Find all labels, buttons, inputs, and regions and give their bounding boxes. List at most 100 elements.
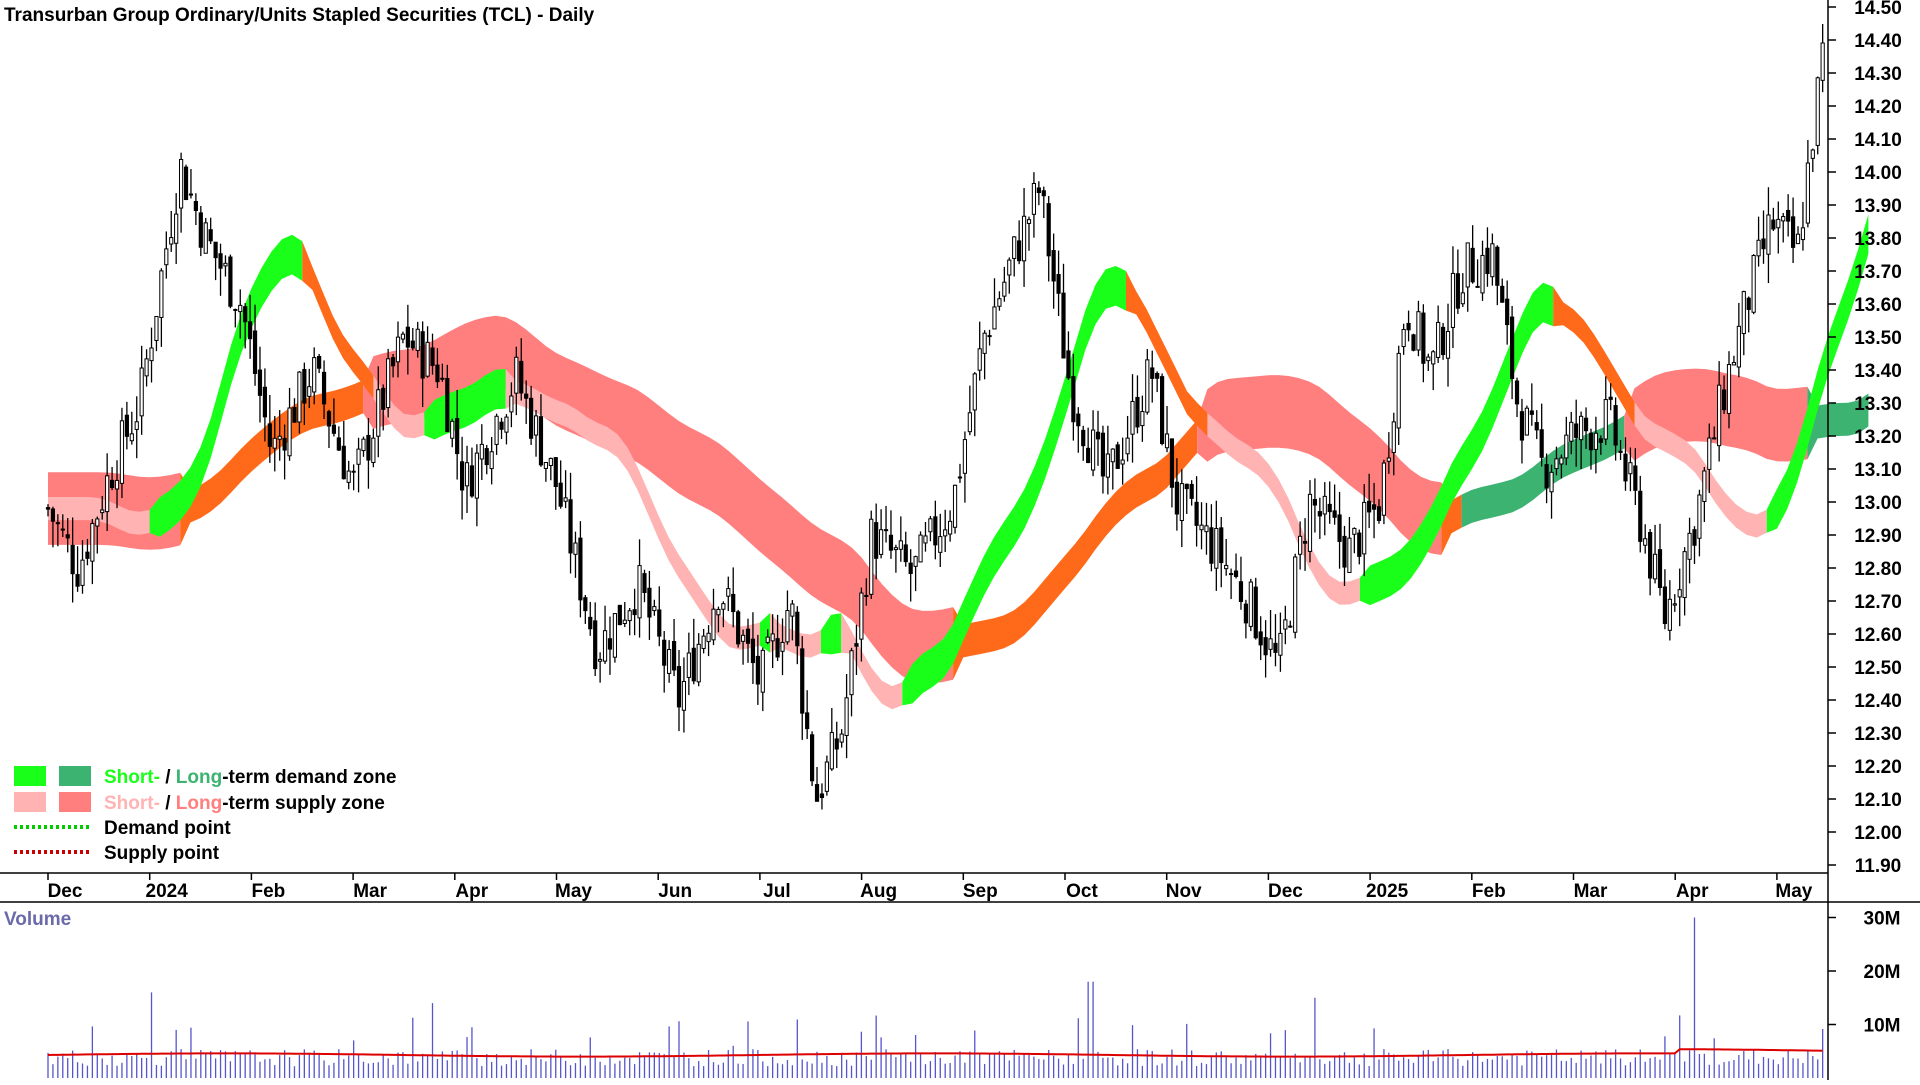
candle: [558, 460, 563, 509]
candle: [1204, 502, 1209, 555]
price-tick-label: 13.30: [1854, 394, 1902, 415]
candle: [386, 348, 391, 418]
candle: [164, 231, 169, 279]
price-tick-label: 13.70: [1854, 262, 1902, 283]
candle: [578, 521, 583, 618]
time-tick-label: Apr: [455, 881, 488, 902]
candle: [1283, 605, 1288, 645]
candle: [1184, 483, 1189, 515]
candle: [1376, 499, 1382, 524]
candle: [178, 152, 184, 233]
candle: [573, 531, 578, 578]
candle: [1426, 353, 1431, 371]
candle: [1544, 453, 1549, 504]
candle: [70, 517, 75, 603]
candle: [1608, 383, 1613, 411]
candle: [1268, 610, 1273, 657]
candle: [967, 385, 972, 436]
candle: [321, 360, 327, 419]
time-tick-label: Feb: [252, 881, 286, 902]
candle: [879, 509, 884, 559]
candle: [1470, 225, 1475, 284]
candle: [1056, 250, 1061, 317]
legend-supply-zone: Short- / Long-term supply zone: [104, 793, 385, 814]
candle: [1263, 620, 1268, 678]
short-term-supply-zone: [1553, 286, 1635, 426]
candle: [736, 609, 741, 648]
candle: [1253, 577, 1258, 640]
candle: [1110, 448, 1115, 490]
time-tick-label: May: [555, 881, 592, 902]
candle: [1194, 476, 1199, 547]
candle: [445, 364, 450, 433]
candle: [238, 289, 243, 339]
candle: [1352, 527, 1357, 554]
candle: [390, 353, 396, 378]
candle: [1169, 438, 1175, 508]
candle: [1569, 411, 1574, 455]
candle: [987, 329, 992, 346]
candle: [933, 500, 938, 560]
candle: [85, 538, 90, 566]
candle: [1337, 491, 1342, 569]
candle: [1490, 233, 1495, 286]
time-tick-label: Apr: [1676, 881, 1709, 902]
candle: [1076, 407, 1081, 453]
candle: [1618, 439, 1623, 461]
candle: [203, 217, 208, 254]
candle: [1293, 553, 1298, 639]
candle: [430, 333, 435, 375]
candle: [903, 531, 908, 567]
candle: [1638, 475, 1643, 553]
candle: [100, 495, 105, 520]
candle: [75, 546, 80, 592]
candle: [440, 363, 445, 382]
candle: [45, 504, 51, 517]
candle: [1347, 516, 1352, 573]
candle: [883, 505, 889, 543]
candle: [938, 513, 943, 567]
candle: [90, 518, 95, 585]
price-tick-label: 13.20: [1854, 427, 1902, 448]
candle: [726, 576, 731, 612]
candle: [1721, 375, 1727, 414]
candle: [1440, 322, 1446, 360]
candle: [538, 394, 544, 467]
candle: [1391, 412, 1396, 476]
candle: [691, 618, 696, 685]
candle: [563, 470, 568, 509]
short-term-demand-zone: [149, 234, 303, 537]
candle: [1046, 195, 1051, 282]
candle: [1445, 303, 1451, 387]
candle: [1002, 266, 1007, 302]
candle: [952, 484, 958, 534]
candle: [1529, 383, 1534, 426]
candle: [785, 590, 790, 645]
candle: [514, 346, 519, 416]
candle: [1224, 538, 1229, 576]
candle: [622, 602, 627, 628]
long-term-demand-zone: [1807, 386, 1869, 460]
candle: [1795, 226, 1801, 245]
candle: [1534, 410, 1539, 440]
candle: [1707, 423, 1712, 494]
candle: [898, 516, 903, 562]
candle: [60, 514, 65, 538]
candle: [1233, 553, 1239, 579]
price-axis-ticks: 14.50 14.40 14.30 14.20 14.10 14.00 13.90 13.80…: [1828, 0, 1902, 877]
price-tick-label: 12.70: [1854, 592, 1902, 613]
candle: [583, 594, 588, 624]
candle: [1238, 556, 1244, 610]
candle: [864, 578, 869, 606]
candle: [282, 424, 287, 480]
candle: [1667, 580, 1672, 641]
candle: [805, 690, 810, 740]
candle: [1465, 242, 1470, 312]
candle: [893, 544, 898, 573]
candle: [1746, 296, 1751, 333]
candle: [425, 326, 430, 378]
candle: [1500, 278, 1505, 303]
price-tick-label: 12.80: [1854, 559, 1902, 580]
price-tick-label: 13.10: [1854, 460, 1902, 481]
time-tick-label: Jun: [658, 881, 692, 902]
